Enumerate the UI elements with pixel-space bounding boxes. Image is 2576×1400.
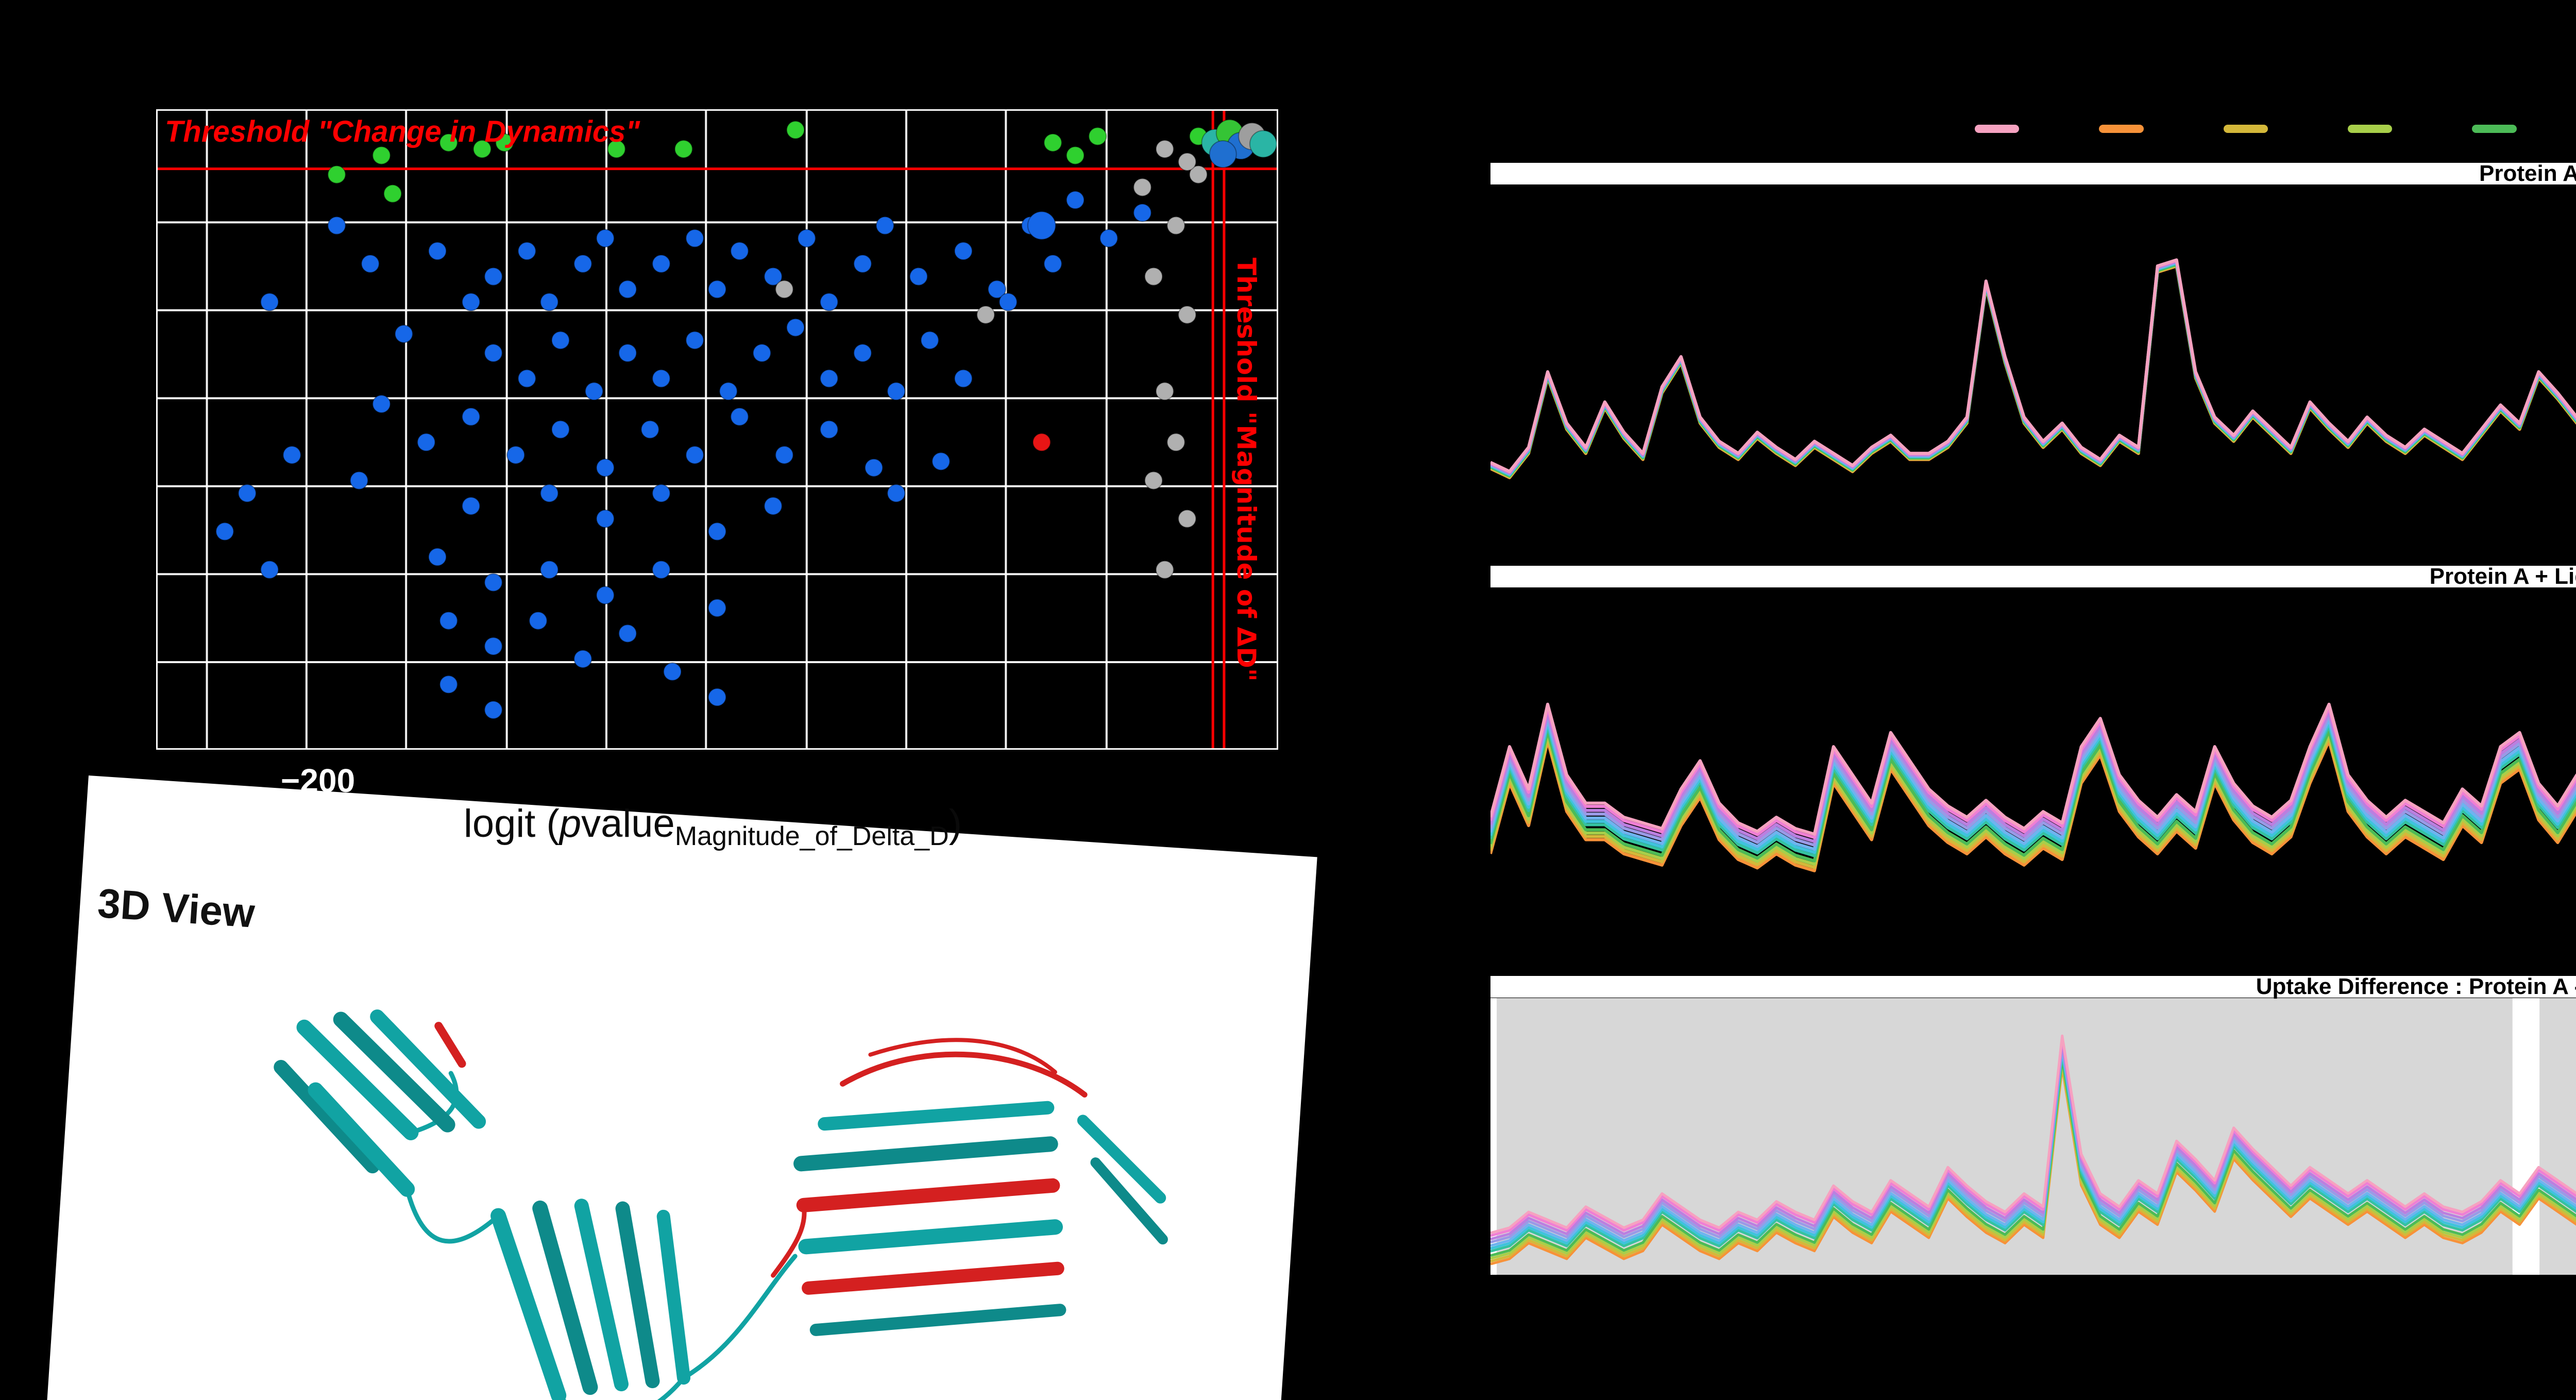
chart-title-protein-a-text: Protein A: [2479, 161, 2576, 186]
x-axis-label-subscript: Magnitude_of_Delta_D: [674, 821, 949, 852]
chart-title-protein-a-ligand-text: Protein A + Ligand: [2429, 564, 2576, 589]
legend-dash-series-green[interactable]: [2472, 125, 2517, 133]
protein-ribbon-graphic[interactable]: [123, 945, 1234, 1400]
x-axis-label-prefix: logit (: [464, 802, 560, 846]
legend-dash-series-yellowgreen[interactable]: [2348, 125, 2393, 133]
x-axis-label: logit (pvalueMagnitude_of_Delta_D): [464, 801, 962, 852]
legend-dash-series-pink[interactable]: [1975, 125, 2020, 133]
x-axis-label-suffix: ): [948, 802, 962, 846]
timepoint-legend: [1975, 125, 2576, 133]
3d-view-title: 3D View: [96, 880, 257, 936]
chart-title-protein-a: Protein A: [1490, 161, 2576, 186]
x-axis-label-p: p: [559, 802, 582, 846]
uptake-difference-chart[interactable]: [1490, 998, 2576, 1275]
threshold-magnitude-label: Threshold "Magnitude of ΔD": [1231, 258, 1261, 682]
x-axis-tick: −200: [281, 762, 355, 799]
volcano-scatter-canvas[interactable]: [158, 111, 1277, 748]
chart-title-protein-a-ligand: Protein A + Ligand: [1490, 564, 2576, 589]
x-axis-label-value: value: [581, 802, 675, 846]
legend-dash-series-orange[interactable]: [2099, 125, 2144, 133]
volcano-plot[interactable]: [156, 109, 1278, 750]
threshold-dynamics-label: Threshold "Change in Dynamics": [165, 115, 640, 148]
chart-title-uptake-difference: Uptake Difference : Protein A - (Protein…: [1490, 974, 2576, 999]
uptake-chart-protein-a-ligand[interactable]: [1490, 588, 2576, 920]
legend-dash-series-gold[interactable]: [2223, 125, 2268, 133]
structure-3d-view-panel[interactable]: 3D View: [44, 775, 1317, 1400]
uptake-chart-protein-a[interactable]: [1490, 185, 2576, 541]
chart-title-uptake-difference-text: Uptake Difference : Protein A - (Protein…: [2256, 974, 2576, 999]
